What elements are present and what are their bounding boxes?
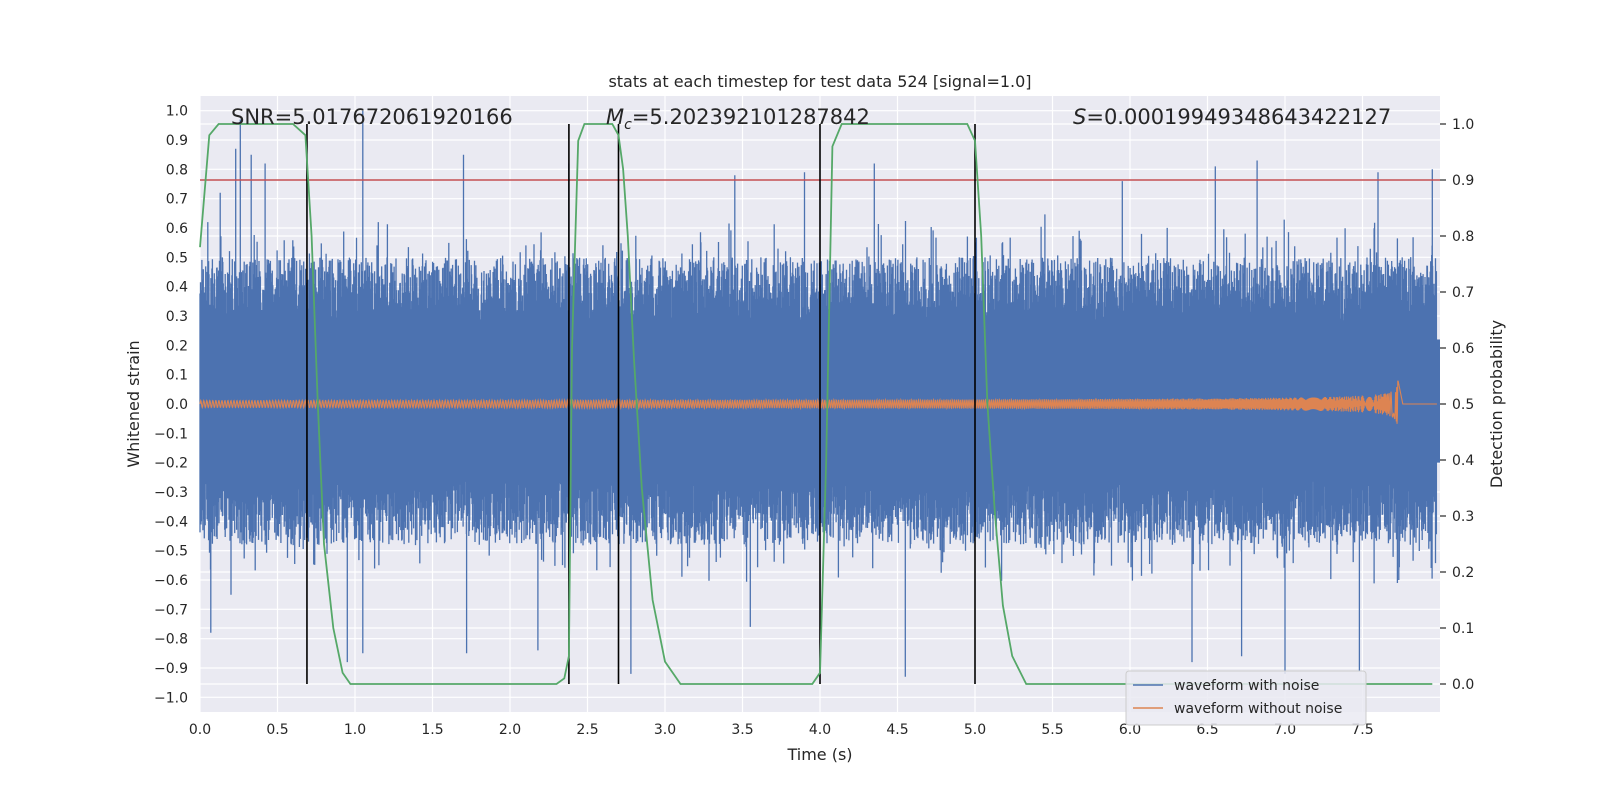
x-tick-label: 4.0: [809, 722, 831, 738]
x-tick-label: 7.5: [1351, 722, 1373, 738]
chirp-mass-annotation: Mc=5.202392101287842: [606, 105, 870, 133]
y-tick-label: −0.9: [154, 661, 188, 677]
y-tick-label: 1.0: [166, 104, 188, 120]
y-tick-label: −0.3: [154, 485, 188, 501]
chirp-mass-symbol: M: [606, 105, 624, 129]
x-tick-label: 5.5: [1041, 722, 1063, 738]
chart-title: stats at each timestep for test data 524…: [608, 72, 1031, 91]
chirp-mass-value: =5.202392101287842: [632, 105, 870, 129]
x-tick-label: 6.0: [1119, 722, 1141, 738]
detection-probability-line: [199, 123, 1433, 685]
y-right-tick-label: 0.8: [1452, 229, 1474, 245]
y-tick-label: −0.1: [154, 426, 188, 442]
x-tick-label: 2.0: [499, 722, 521, 738]
series-waveform-without-noise: [199, 380, 1437, 424]
legend: waveform with noise waveform without noi…: [1125, 670, 1367, 726]
y-tick-label: −0.2: [154, 456, 188, 472]
y-right-tick-label: 0.0: [1452, 677, 1474, 693]
y-tick-label: −0.4: [154, 514, 188, 530]
y-right-tick-label: 0.2: [1452, 565, 1474, 581]
y-tick-label: 0.0: [166, 397, 188, 413]
y-tick-label: 0.4: [166, 280, 188, 296]
x-tick-label: 3.5: [731, 722, 753, 738]
y-tick-label: 0.6: [166, 221, 188, 237]
x-tick-label: 4.5: [886, 722, 908, 738]
y-tick-label: 0.7: [166, 192, 188, 208]
y-tick-label: 0.9: [166, 133, 188, 149]
y-tick-label: 0.3: [166, 309, 188, 325]
chirp-mass-subscript: c: [624, 117, 632, 133]
y-right-tick-label: 0.9: [1452, 173, 1474, 189]
y-tick-label: 0.2: [166, 338, 188, 354]
x-tick-label: 3.0: [654, 722, 676, 738]
y-right-tick-label: 1.0: [1452, 117, 1474, 133]
x-tick-label: 5.0: [964, 722, 986, 738]
y-right-tick-label: 0.4: [1452, 453, 1474, 469]
y-tick-label: −0.7: [154, 602, 188, 618]
s-symbol: S: [1073, 105, 1086, 129]
x-tick-label: 7.0: [1274, 722, 1296, 738]
x-tick-label: 1.5: [421, 722, 443, 738]
y-tick-label: 0.5: [166, 250, 188, 266]
y-axis-label: Whitened strain: [124, 340, 143, 467]
y-tick-label: −1.0: [154, 690, 188, 706]
y-right-axis-label: Detection probability: [1487, 320, 1506, 488]
s-value: =0.00019949348643422127: [1086, 105, 1391, 129]
x-axis-label: Time (s): [786, 745, 852, 764]
x-tick-label: 2.5: [576, 722, 598, 738]
series-detection-probability: [199, 123, 1433, 685]
y-right-tick-label: 0.3: [1452, 509, 1474, 525]
y-axis-ticks: 1.0 0.9 0.8 0.7 0.6 0.5 0.4 0.3 0.2 0.1 0.0 −0.1 −0.…: [154, 104, 188, 707]
y-tick-label: 0.8: [166, 162, 188, 178]
legend-label-waveform-with-noise: waveform with noise: [1174, 678, 1319, 694]
y-tick-label: −0.5: [154, 544, 188, 560]
y-right-tick-label: 0.7: [1452, 285, 1474, 301]
y-right-axis-ticks: 1.0 0.9 0.8 0.7 0.6 0.5 0.4 0.3 0.2 0.1 0.0: [1440, 117, 1474, 693]
snr-annotation: SNR=5.017672061920166: [231, 105, 513, 129]
y-right-tick-label: 0.5: [1452, 397, 1474, 413]
s-annotation: S=0.00019949348643422127: [1073, 105, 1391, 129]
x-axis-ticks: 0.0 0.5 1.0 1.5 2.0 2.5 3.0 3.5 4.0 4.5 5.0 5.5 6.0 6…: [189, 722, 1374, 738]
chirp-trace: [199, 380, 1437, 424]
y-right-tick-label: 0.6: [1452, 341, 1474, 357]
y-tick-label: 0.1: [166, 368, 188, 384]
legend-label-waveform-without-noise: waveform without noise: [1174, 701, 1342, 717]
x-tick-label: 0.0: [189, 722, 211, 738]
y-tick-label: −0.6: [154, 573, 188, 589]
y-tick-label: −0.8: [154, 632, 188, 648]
y-right-tick-label: 0.1: [1452, 621, 1474, 637]
x-tick-label: 1.0: [344, 722, 366, 738]
x-tick-label: 0.5: [266, 722, 288, 738]
legend-box: [1125, 670, 1367, 726]
x-tick-label: 6.5: [1196, 722, 1218, 738]
